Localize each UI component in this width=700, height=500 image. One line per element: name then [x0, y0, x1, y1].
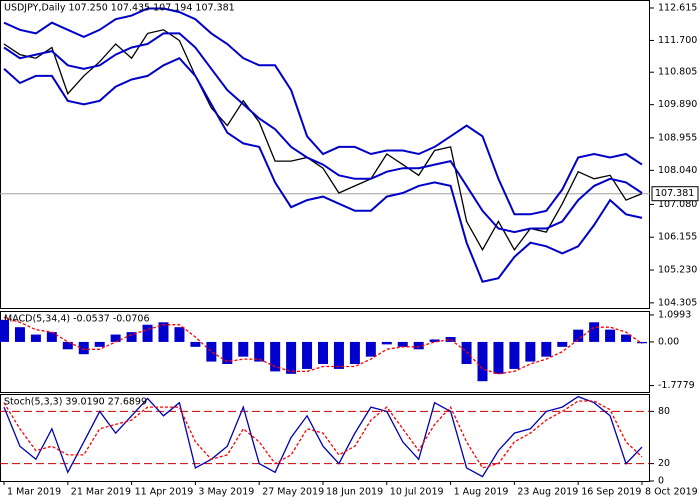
- x-tick-label: 27 May 2019: [262, 487, 324, 498]
- bollinger-band: [3, 56, 643, 283]
- histogram-bar: [477, 341, 488, 382]
- histogram-bar: [206, 341, 217, 362]
- histogram-bar: [94, 341, 105, 347]
- histogram-bar: [349, 341, 360, 365]
- x-tick-label: 16 Sep 2019: [581, 487, 641, 498]
- histogram-bar: [238, 341, 249, 357]
- x-tick-label: 21 Mar 2019: [71, 487, 131, 498]
- bollinger-band: [3, 32, 643, 234]
- histogram-bar: [78, 341, 89, 355]
- histogram-bar: [174, 327, 185, 342]
- histogram-bar: [110, 334, 121, 342]
- histogram-bar: [30, 334, 41, 342]
- histogram-bar: [254, 341, 265, 362]
- x-tick-label: 8 Oct 2019: [645, 487, 698, 498]
- price-line: [3, 29, 643, 252]
- histogram-bar: [493, 341, 504, 374]
- last-price-box: [651, 186, 699, 202]
- price-line: [3, 395, 643, 478]
- histogram-bar: [525, 341, 536, 362]
- histogram-bar: [158, 322, 169, 342]
- histogram-bar: [589, 322, 600, 342]
- panel-title: USDJPY,Daily 107.250 107.435 107.194 107…: [4, 3, 235, 14]
- y-tick-label: 106.155: [658, 232, 697, 243]
- histogram-bar: [413, 341, 424, 350]
- panel-title: Stoch(5,3,3) 39.0190 27.6899: [4, 397, 147, 408]
- y-tick-label: 107.080: [658, 199, 697, 210]
- x-tick-label: 23 Aug 2019: [517, 487, 578, 498]
- histogram-bar: [46, 332, 57, 342]
- histogram-bar: [605, 329, 616, 342]
- histogram-bar: [302, 341, 313, 369]
- histogram-bar: [365, 341, 376, 357]
- histogram-bar: [429, 339, 440, 342]
- histogram-bar: [62, 341, 73, 350]
- y-tick-label: 1.0993: [658, 309, 691, 320]
- y-tick-label: 105.230: [658, 265, 697, 276]
- histogram-bar: [509, 341, 520, 369]
- histogram-bar: [397, 341, 408, 347]
- panel-frame: [0, 311, 650, 393]
- y-tick-label: 104.305: [658, 297, 697, 308]
- histogram-bar: [445, 337, 456, 342]
- histogram-bar: [126, 332, 137, 342]
- histogram-bar: [381, 341, 392, 345]
- histogram-bar: [14, 327, 25, 342]
- y-tick-label: 80: [658, 406, 670, 417]
- histogram-bar: [270, 341, 281, 372]
- x-tick-label: 10 Jul 2019: [390, 487, 444, 498]
- histogram-bar: [333, 341, 344, 369]
- histogram-bar: [222, 341, 233, 365]
- histogram-bar: [557, 341, 568, 347]
- y-tick-label: 108.955: [658, 132, 697, 143]
- y-tick-label: 20: [658, 458, 670, 469]
- histogram-bar: [637, 341, 647, 344]
- histogram-bar: [286, 341, 297, 374]
- bollinger-band: [3, 7, 643, 216]
- x-tick-label: 1 Mar 2019: [7, 487, 61, 498]
- y-tick-label: 0.00: [658, 336, 679, 347]
- histogram-bar: [142, 324, 153, 342]
- histogram-bar: [190, 341, 201, 347]
- histogram-bar: [573, 329, 584, 342]
- panel-title: MACD(5,34,4) -0.0537 -0.0706: [4, 314, 149, 325]
- y-tick-label: 108.040: [658, 165, 697, 176]
- x-tick-label: 18 Jun 2019: [326, 487, 383, 498]
- x-tick-label: 3 May 2019: [198, 487, 254, 498]
- last-price-label: 107.381: [655, 188, 694, 199]
- panel-frame: [0, 0, 650, 309]
- histogram-bar: [461, 341, 472, 365]
- signal-line: [3, 316, 643, 375]
- y-tick-label: 0: [658, 476, 664, 487]
- y-tick-label: 109.890: [658, 99, 697, 110]
- y-tick-label: 112.615: [658, 2, 697, 13]
- x-tick-label: 1 Aug 2019: [454, 487, 509, 498]
- y-tick-label: 110.805: [658, 67, 697, 78]
- histogram-bar: [621, 334, 632, 342]
- y-tick-label: 111.700: [658, 35, 697, 46]
- signal-line: [3, 400, 643, 469]
- y-tick-label: -1.7779: [658, 380, 695, 391]
- histogram-bar: [0, 319, 9, 342]
- histogram-bar: [318, 341, 328, 365]
- panel-frame: [0, 394, 650, 482]
- histogram-bar: [541, 341, 552, 357]
- x-tick-label: 11 Apr 2019: [135, 487, 194, 498]
